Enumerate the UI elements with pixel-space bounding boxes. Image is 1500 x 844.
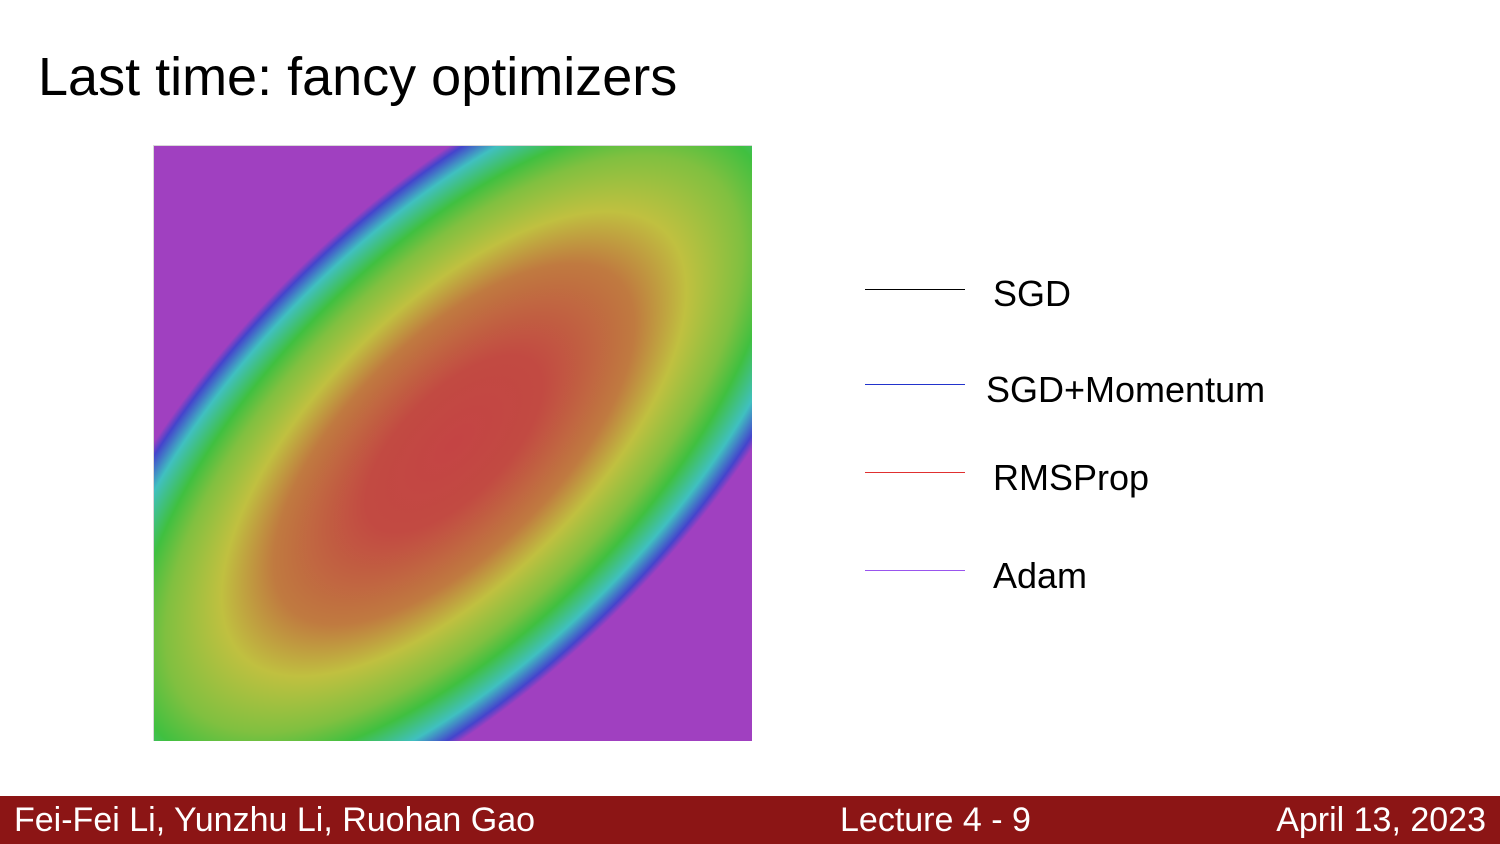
loss-contour-plot	[153, 145, 752, 741]
legend-line-adam	[865, 570, 965, 571]
legend-line-sgd	[865, 289, 965, 290]
legend-line-rmsprop	[865, 472, 965, 473]
legend-label-adam: Adam	[993, 555, 1088, 596]
legend-line-sgd-momentum	[865, 384, 965, 385]
slide-title: Last time: fancy optimizers	[38, 47, 678, 107]
legend-label-sgd-momentum: SGD+Momentum	[986, 369, 1266, 410]
footer-date: April 13, 2023	[1276, 801, 1486, 839]
legend-label-sgd: SGD	[993, 273, 1072, 314]
loss-surface	[154, 146, 752, 741]
footer-authors: Fei-Fei Li, Yunzhu Li, Ruohan Gao	[14, 801, 536, 839]
legend-label-rmsprop: RMSProp	[993, 457, 1150, 498]
slide-footer: Fei-Fei Li, Yunzhu Li, Ruohan Gao Lectur…	[0, 796, 1500, 844]
loss-contour-svg	[154, 146, 752, 741]
footer-lecture-number: Lecture 4 - 9	[840, 801, 1031, 839]
